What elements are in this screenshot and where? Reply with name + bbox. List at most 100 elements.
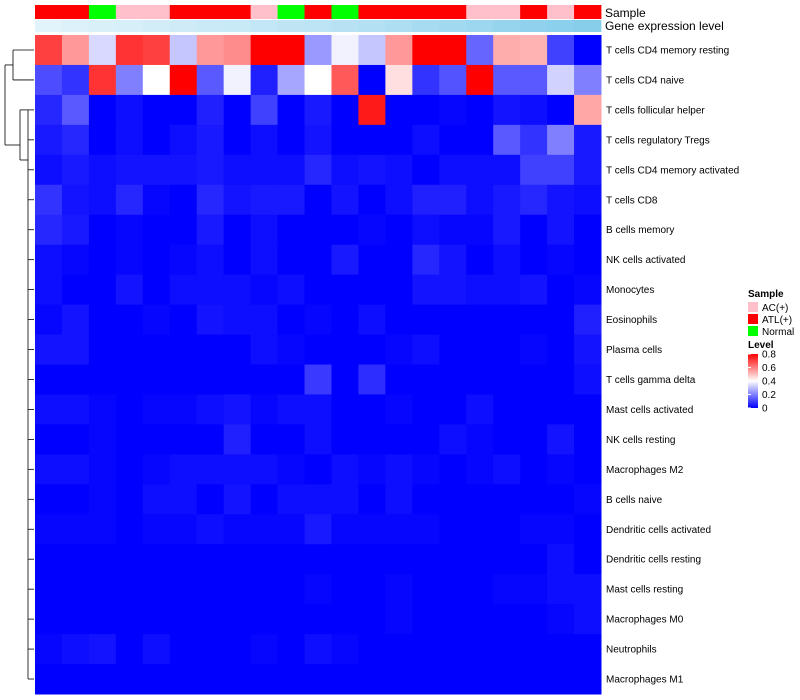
heatmap-cell [412, 35, 440, 66]
heatmap-cell [61, 214, 90, 246]
heatmap-cell [574, 454, 602, 485]
heatmap-cell [115, 304, 144, 336]
heatmap-cell [142, 604, 171, 635]
heatmap-cell [493, 664, 521, 695]
heatmap-cell [277, 124, 306, 156]
heatmap-cell [574, 634, 602, 665]
heatmap-cell [574, 394, 602, 425]
heatmap-cell [250, 574, 279, 605]
heatmap-cell [358, 184, 386, 216]
heatmap-cell [412, 304, 440, 336]
sample-anno-cell [304, 5, 332, 19]
heatmap-cell [493, 214, 521, 246]
heatmap-cell [115, 334, 144, 365]
heatmap-cell [277, 304, 306, 336]
heatmap-cell [520, 274, 548, 306]
sample-anno-cell [142, 5, 171, 19]
gene-anno-cell [358, 20, 386, 32]
heatmap-cell [250, 454, 279, 485]
sample-anno-cell [169, 5, 198, 19]
gene-anno-cell [35, 20, 63, 32]
heatmap-cell [304, 334, 332, 365]
heatmap-cell [466, 214, 494, 246]
heatmap-cell [520, 634, 548, 665]
heatmap-cell [439, 64, 467, 96]
heatmap-cell [385, 364, 413, 395]
gene-anno-cell [331, 20, 359, 32]
heatmap-cell [574, 274, 602, 306]
heatmap-cell [277, 514, 306, 545]
heatmap-cell [277, 364, 306, 395]
heatmap-cell [493, 64, 521, 96]
sample-annotation-bar [35, 5, 602, 19]
heatmap-cell [439, 544, 467, 575]
heatmap-cell [250, 64, 279, 96]
heatmap-cell [304, 424, 332, 455]
heatmap-cell [331, 244, 359, 276]
heatmap-cell [142, 574, 171, 605]
gene-anno-cell [115, 20, 144, 32]
heatmap-cell [169, 604, 198, 635]
heatmap-cell [304, 514, 332, 545]
heatmap-cell [493, 154, 521, 186]
legend-sample-label: Normal [762, 327, 794, 338]
heatmap-cell [574, 544, 602, 575]
heatmap-cell [358, 94, 386, 126]
heatmap-cell [304, 244, 332, 276]
heatmap-cell [358, 454, 386, 485]
heatmap-cell [35, 364, 63, 395]
heatmap-cell [35, 514, 63, 545]
row-label: Macrophages M1 [606, 675, 684, 686]
sample-anno-cell [412, 5, 440, 19]
heatmap-cell [520, 64, 548, 96]
heatmap-cell [61, 184, 90, 216]
heatmap-cell [439, 304, 467, 336]
sample-anno-cell [223, 5, 252, 19]
heatmap-cell [385, 514, 413, 545]
heatmap-cell [439, 574, 467, 605]
heatmap-cell [196, 304, 225, 336]
heatmap-cell [223, 484, 252, 515]
heatmap-cell [385, 484, 413, 515]
heatmap-cell [250, 544, 279, 575]
heatmap-cell [520, 334, 548, 365]
sample-anno-cell [277, 5, 305, 19]
heatmap-cell [358, 274, 386, 306]
legend: Sample AC(+)ATL(+)Normal Level 0.8 0.6 0.4… [748, 289, 794, 415]
row-label: NK cells activated [606, 255, 685, 266]
heatmap-cell [358, 424, 386, 455]
heatmap-cell [412, 574, 440, 605]
row-label: T cells CD4 naive [606, 75, 685, 86]
heatmap-cell [331, 544, 359, 575]
heatmap-cell [142, 334, 171, 365]
heatmap-cell [358, 514, 386, 545]
sample-anno-cell [358, 5, 386, 19]
heatmap-cell [35, 35, 63, 66]
heatmap-cell [331, 64, 359, 96]
heatmap-cell [331, 484, 359, 515]
heatmap-cell [61, 424, 90, 455]
heatmap-cell [196, 184, 225, 216]
heatmap-cell [250, 244, 279, 276]
gene-expression-annotation-bar [35, 20, 602, 32]
heatmap-cell [196, 604, 225, 635]
heatmap-cell [466, 94, 494, 126]
heatmap-cell [493, 244, 521, 276]
heatmap-cell [574, 304, 602, 336]
heatmap-cell [439, 634, 467, 665]
legend-sample-swatch [748, 302, 758, 312]
heatmap-cell [250, 604, 279, 635]
heatmap-cell [331, 424, 359, 455]
heatmap-cell [331, 304, 359, 336]
heatmap-cell [385, 574, 413, 605]
heatmap-cell [88, 514, 117, 545]
heatmap-cell [196, 394, 225, 425]
heatmap-cell [520, 574, 548, 605]
heatmap-cell [547, 244, 575, 276]
row-label: T cells CD4 memory resting [606, 45, 729, 56]
heatmap-cell [115, 154, 144, 186]
gene-anno-cell [142, 20, 171, 32]
heatmap-cell [35, 64, 63, 96]
heatmap-cell [358, 35, 386, 66]
heatmap-cell [35, 154, 63, 186]
